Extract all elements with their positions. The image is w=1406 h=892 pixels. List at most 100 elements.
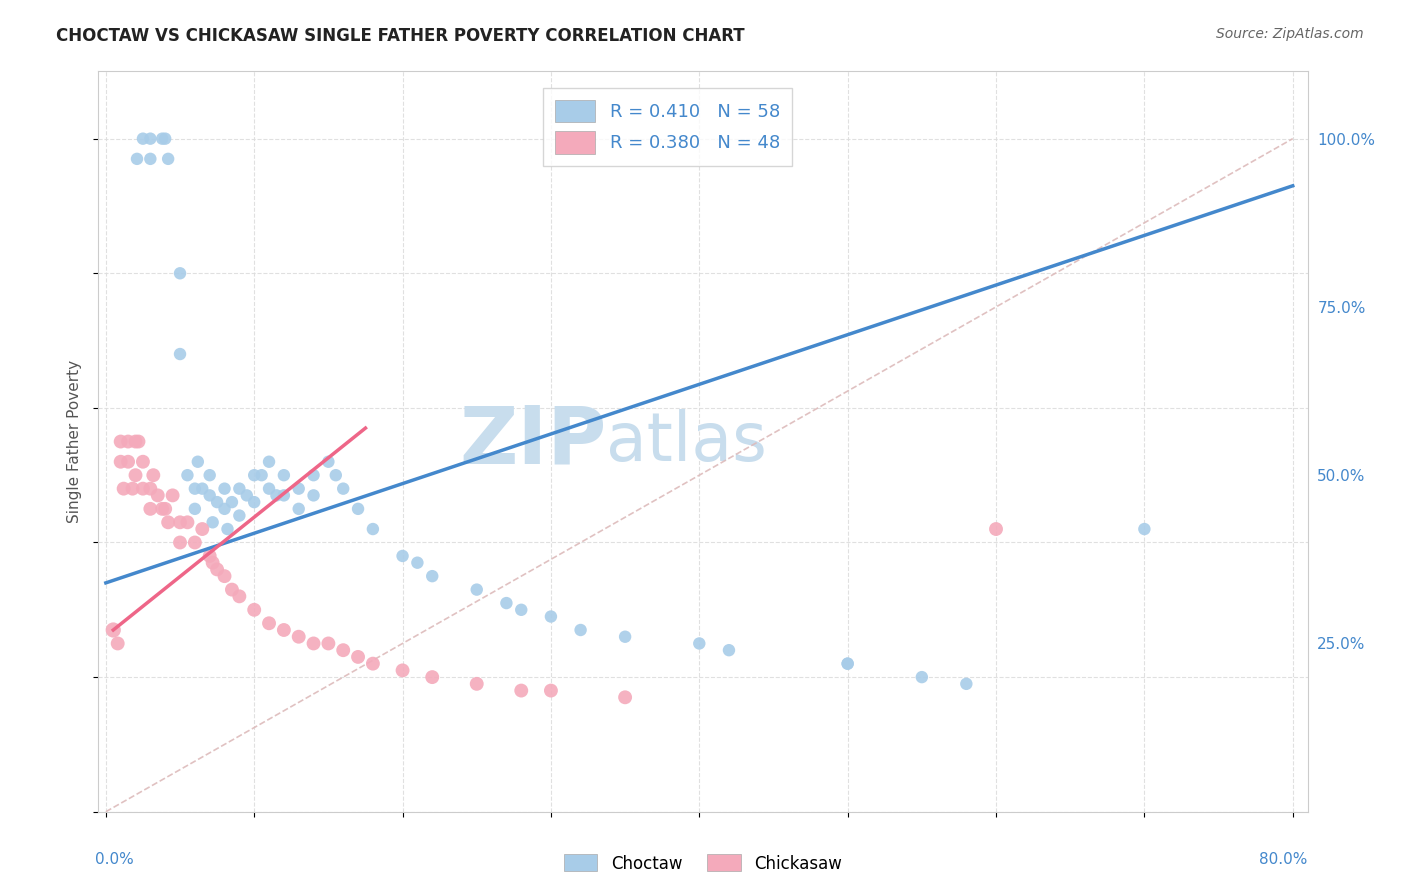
Point (184, 535, 207, 549)
Point (302, 488, 325, 502)
Point (347, 649, 370, 664)
Legend: Choctaw, Chickasaw: Choctaw, Chickasaw (558, 847, 848, 880)
Point (150, 131, 173, 145)
Point (139, 482, 162, 496)
Legend: R = 0.410   N = 58, R = 0.380   N = 48: R = 0.410 N = 58, R = 0.380 N = 48 (543, 87, 793, 166)
Point (157, 516, 180, 530)
Point (569, 623, 592, 637)
Point (201, 516, 224, 530)
Point (139, 501, 162, 516)
Point (273, 623, 295, 637)
Point (287, 630, 309, 644)
Point (205, 495, 228, 509)
Point (510, 603, 533, 617)
Point (107, 636, 129, 650)
Point (201, 556, 224, 570)
Point (127, 434, 149, 449)
Point (257, 455, 280, 469)
Point (198, 549, 221, 563)
Point (540, 609, 562, 624)
Point (228, 508, 250, 523)
Point (132, 482, 155, 496)
Point (688, 636, 710, 650)
Text: atlas: atlas (606, 409, 768, 475)
Point (318, 455, 340, 469)
Point (205, 562, 228, 576)
Point (191, 482, 214, 496)
Point (420, 569, 443, 583)
Text: ZIP: ZIP (458, 402, 606, 481)
Point (153, 131, 176, 145)
Y-axis label: Single Father Poverty: Single Father Poverty (67, 360, 83, 523)
Point (157, 152, 180, 166)
Point (139, 131, 162, 145)
Text: CHOCTAW VS CHICKASAW SINGLE FATHER POVERTY CORRELATION CHART: CHOCTAW VS CHICKASAW SINGLE FATHER POVER… (56, 27, 745, 45)
Point (169, 516, 191, 530)
Point (837, 657, 859, 671)
Point (495, 596, 517, 610)
Point (332, 482, 354, 496)
Point (1133, 522, 1156, 536)
Point (465, 582, 488, 597)
Point (540, 683, 562, 698)
Point (257, 482, 280, 496)
Point (318, 636, 340, 650)
Point (614, 630, 637, 644)
Point (176, 516, 198, 530)
Point (391, 549, 413, 563)
Point (266, 488, 288, 502)
Point (614, 690, 637, 705)
Point (228, 482, 250, 496)
Point (250, 468, 273, 483)
Point (236, 488, 259, 502)
Text: Source: ZipAtlas.com: Source: ZipAtlas.com (1216, 27, 1364, 41)
Point (198, 468, 221, 483)
Point (184, 482, 207, 496)
Point (187, 455, 209, 469)
Point (184, 501, 207, 516)
Point (169, 535, 191, 549)
Point (125, 152, 148, 166)
Point (139, 152, 162, 166)
Point (150, 501, 173, 516)
Point (214, 482, 236, 496)
Point (110, 455, 132, 469)
Point (121, 482, 143, 496)
Text: 0.0%: 0.0% (94, 853, 134, 867)
Point (103, 623, 125, 637)
Point (911, 670, 934, 684)
Point (217, 522, 239, 536)
Point (132, 131, 155, 145)
Point (142, 468, 165, 483)
Point (162, 488, 184, 502)
Point (243, 495, 266, 509)
Point (391, 664, 413, 678)
Point (406, 556, 429, 570)
Point (214, 501, 236, 516)
Point (191, 522, 214, 536)
Text: 80.0%: 80.0% (1260, 853, 1308, 867)
Point (302, 468, 325, 483)
Point (221, 582, 243, 597)
Point (243, 468, 266, 483)
Point (287, 482, 309, 496)
Point (117, 455, 139, 469)
Point (214, 569, 236, 583)
Point (117, 434, 139, 449)
Point (124, 468, 146, 483)
Point (112, 482, 135, 496)
Point (361, 657, 384, 671)
Point (465, 677, 488, 691)
Point (132, 455, 155, 469)
Point (153, 501, 176, 516)
Point (287, 501, 309, 516)
Point (124, 434, 146, 449)
Point (273, 488, 295, 502)
Point (955, 677, 977, 691)
Point (243, 603, 266, 617)
Point (273, 468, 295, 483)
Point (257, 616, 280, 631)
Point (717, 643, 740, 657)
Point (110, 434, 132, 449)
Point (361, 522, 384, 536)
